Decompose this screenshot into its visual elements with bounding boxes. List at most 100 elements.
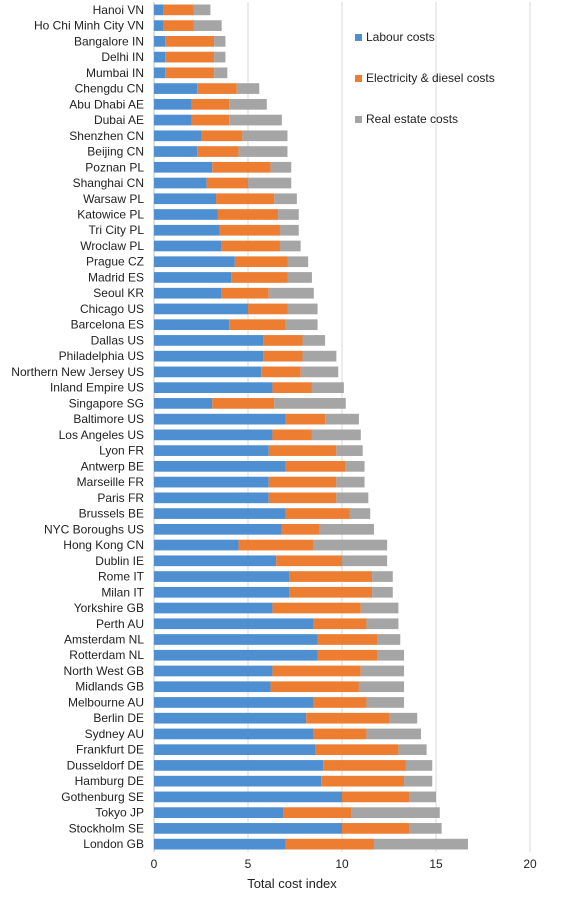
bar-segment [229, 114, 282, 126]
bar-row [154, 98, 267, 110]
bar-segment [315, 744, 399, 756]
category-label: Marseille FR [77, 475, 145, 489]
category-label: Chengdu CN [75, 82, 144, 96]
bar-segment [154, 508, 286, 519]
bar-segment [165, 51, 215, 63]
category-label: Madrid ES [88, 270, 144, 284]
bar-segment [268, 287, 314, 299]
bar-segment [154, 114, 192, 126]
bar-segment [154, 20, 164, 31]
bar-segment [214, 36, 226, 47]
category-label: Prague CZ [86, 255, 144, 269]
bar-segment [285, 508, 350, 519]
category-label: Ho Chi Minh City VN [34, 19, 144, 33]
bar-segment [279, 224, 299, 236]
bar-segment [154, 807, 284, 818]
bar-segment [238, 539, 314, 551]
category-label: Mumbai IN [86, 66, 144, 80]
bar-row [154, 398, 346, 409]
category-label: Midlands GB [75, 680, 144, 694]
bar-segment [154, 539, 239, 551]
bar-segment [154, 303, 248, 315]
category-label: Rome IT [98, 570, 145, 584]
bar-segment [268, 445, 337, 456]
legend-item: Labour costs [355, 30, 435, 44]
bar-segment [154, 665, 273, 677]
bar-row [154, 634, 401, 645]
bar-segment [248, 303, 288, 315]
bar-segment [278, 209, 299, 220]
x-tick-label: 20 [523, 857, 537, 871]
bar-row [154, 555, 388, 567]
bar-segment [409, 823, 442, 834]
bar-row [154, 20, 222, 31]
legend-item: Electricity & diesel costs [355, 71, 495, 85]
category-label: Katowice PL [77, 208, 144, 222]
category-label: Poznan PL [85, 160, 144, 174]
bar-segment [360, 665, 405, 677]
legend-label: Electricity & diesel costs [366, 71, 495, 85]
bar-segment [285, 461, 346, 472]
bar-segment [154, 697, 314, 708]
bar-segment [154, 823, 342, 834]
category-label: Paris FR [97, 491, 144, 505]
bar-row [154, 366, 339, 378]
bar-row [154, 476, 365, 488]
category-label: Singapore SG [69, 396, 144, 410]
bar-segment [285, 413, 326, 425]
bar-segment [154, 649, 318, 661]
bar-row [154, 209, 299, 220]
bar-segment [154, 193, 217, 205]
category-label: London GB [83, 837, 144, 851]
bar-row [154, 382, 344, 393]
bar-row [154, 823, 442, 834]
bar-segment [154, 523, 282, 535]
bar-segment [212, 161, 271, 173]
category-label: Beijing CN [87, 145, 144, 159]
bar-segment [229, 98, 267, 110]
bar-row [154, 618, 399, 630]
bar-segment [154, 602, 273, 614]
bar-segment [212, 398, 275, 409]
bar-segment [302, 350, 337, 362]
bar-segment [404, 775, 433, 787]
bar-segment [313, 618, 367, 630]
bar-segment [263, 335, 303, 346]
category-label: Amsterdam NL [64, 633, 144, 647]
bar-row [154, 712, 418, 724]
bar-segment [285, 838, 374, 850]
bar-segment [398, 744, 427, 756]
bar-segment [287, 272, 312, 283]
bar-row [154, 193, 297, 205]
bar-row [154, 602, 399, 614]
legend-swatch [355, 75, 362, 82]
bar-segment [231, 272, 288, 283]
bar-row [154, 838, 468, 850]
bar-segment [313, 697, 367, 708]
category-label: Delhi IN [101, 50, 144, 64]
legend-swatch [355, 34, 362, 41]
bar-segment [263, 350, 303, 362]
category-label: Abu Dhabi AE [69, 97, 144, 111]
category-label: North West GB [64, 664, 144, 678]
bar-segment [154, 67, 166, 79]
bar-segment [154, 36, 166, 47]
category-label: Melbourne AU [68, 695, 144, 709]
bar-row [154, 571, 393, 582]
bar-segment [306, 712, 389, 724]
bar-segment [154, 760, 324, 771]
bar-row [154, 303, 318, 315]
bar-row [154, 4, 211, 16]
bar-segment [323, 760, 406, 771]
bar-segment [287, 256, 309, 268]
bar-segment [289, 586, 373, 598]
category-label: Shanghai CN [73, 176, 144, 190]
bar-segment [373, 838, 468, 850]
bar-segment [154, 319, 230, 331]
bar-segment [409, 791, 436, 803]
category-label: Lyon FR [99, 444, 144, 458]
bar-segment [238, 146, 288, 157]
bar-segment [154, 287, 222, 299]
bar-segment [302, 335, 326, 346]
